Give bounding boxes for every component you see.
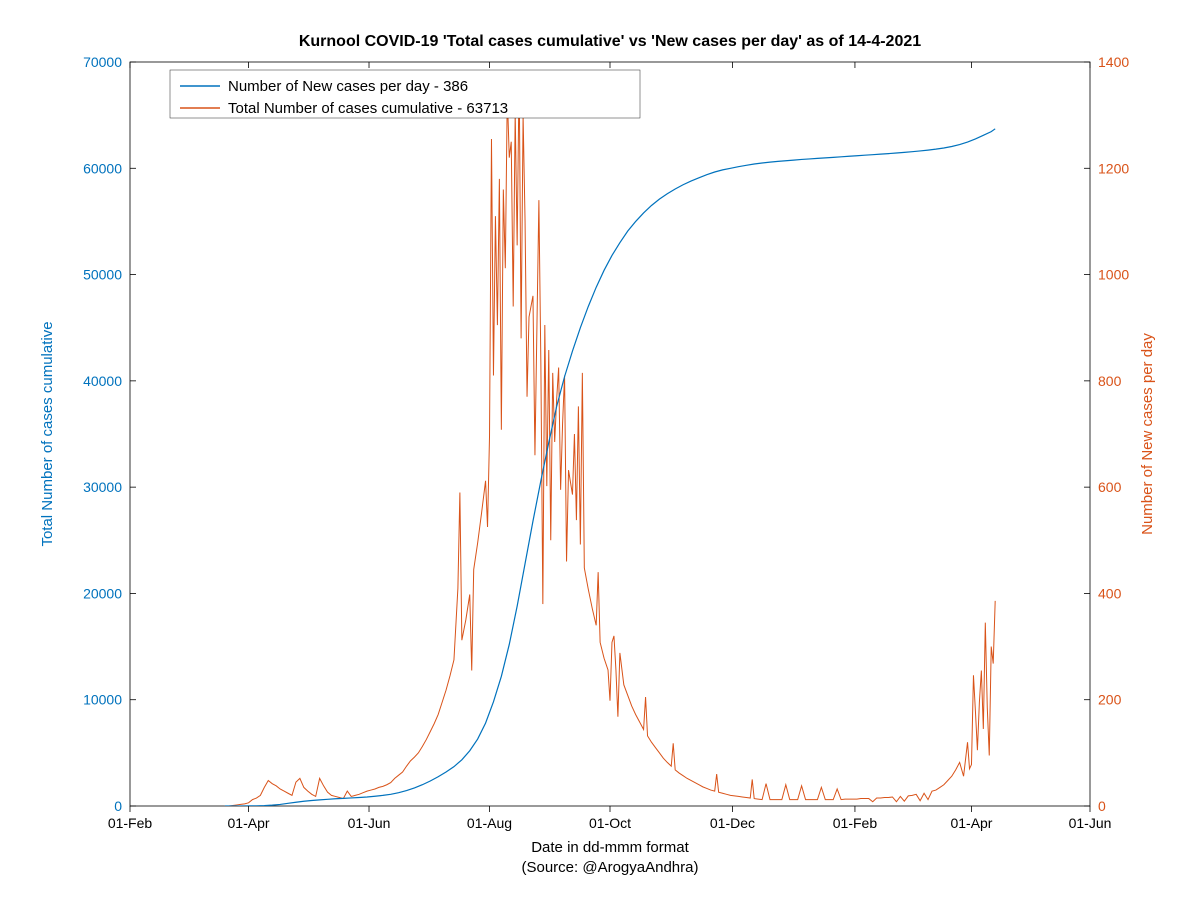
x-tick-label: 01-Oct: [589, 815, 631, 831]
y1-tick-label: 50000: [83, 267, 122, 283]
y2-tick-label: 1200: [1098, 160, 1129, 176]
x-tick-label: 01-Apr: [228, 815, 270, 831]
x-axis-label: Date in dd-mmm format: [531, 839, 689, 856]
y1-tick-label: 30000: [83, 479, 122, 495]
daily-new-cases-line: [225, 70, 995, 806]
x-tick-label: 01-Feb: [108, 815, 153, 831]
y2-axis-label: Number of New cases per day: [1139, 333, 1156, 535]
x-tick-label: 01-Apr: [950, 815, 992, 831]
legend-label: Total Number of cases cumulative - 63713: [228, 100, 508, 117]
x-tick-label: 01-Aug: [467, 815, 512, 831]
y2-tick-label: 0: [1098, 798, 1106, 814]
x-tick-label: 01-Dec: [710, 815, 755, 831]
x-tick-label: 01-Jun: [1069, 815, 1112, 831]
y1-tick-label: 60000: [83, 160, 122, 176]
y1-axis-label: Total Number of cases cumulative: [39, 321, 56, 546]
source-label: (Source: @ArogyaAndhra): [522, 859, 699, 876]
x-tick-label: 01-Feb: [833, 815, 878, 831]
y1-tick-label: 70000: [83, 54, 122, 70]
y1-tick-label: 10000: [83, 692, 122, 708]
y2-tick-label: 400: [1098, 585, 1122, 601]
cumulative-total-line: [225, 129, 995, 806]
chart-svg: 01-Feb 01-Apr 01-Jun 01-Aug 01-Oct 01-Dec 01-F…: [0, 0, 1200, 898]
y1-tick-label: 0: [114, 798, 122, 814]
y1-tick-label: 20000: [83, 585, 122, 601]
y1-tick-label: 40000: [83, 373, 122, 389]
y2-tick-label: 1000: [1098, 267, 1129, 283]
y2-tick-label: 800: [1098, 373, 1122, 389]
y2-tick-label: 200: [1098, 692, 1122, 708]
x-tick-label: 01-Jun: [348, 815, 391, 831]
y2-tick-label: 1400: [1098, 54, 1129, 70]
chart-container: 01-Feb 01-Apr 01-Jun 01-Aug 01-Oct 01-Dec 01-F…: [0, 0, 1200, 898]
chart-title: Kurnool COVID-19 'Total cases cumulative…: [299, 33, 921, 50]
y2-tick-label: 600: [1098, 479, 1122, 495]
legend-label: Number of New cases per day - 386: [228, 78, 468, 95]
